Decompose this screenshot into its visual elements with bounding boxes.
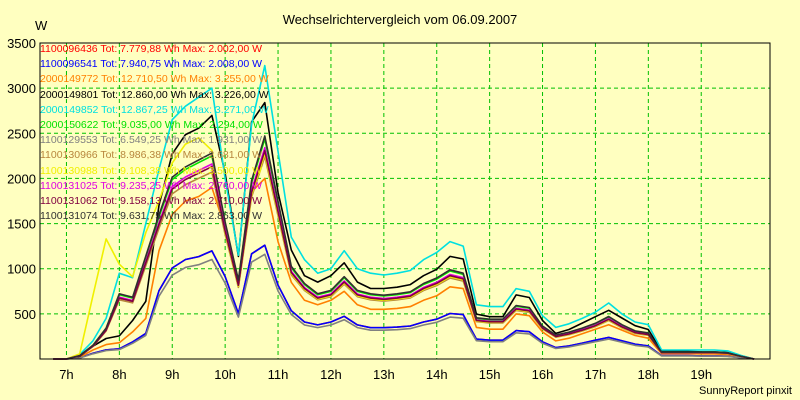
x-tick-label: 12h	[320, 367, 342, 382]
series-line-1100096436	[53, 244, 755, 360]
legend-item-1100130966: 1100130966 Tot: 8.986,38 Wh Max: 2.681,0…	[40, 149, 263, 162]
legend-item-1100131025: 1100131025 Tot: 9.235,25 Wh Max: 2.760,0…	[40, 179, 263, 192]
legend: 1100096436 Tot: 7.779,88 Wh Max: 2.002,0…	[40, 42, 269, 224]
series-line-1100129553	[53, 253, 755, 360]
legend-item-1100129553: 1100129553 Tot: 6.549,25 Wh Max: 1.931,0…	[40, 134, 263, 147]
y-tick-label: 3000	[7, 81, 36, 96]
series-line-2000149852	[53, 64, 755, 360]
legend-item-1100130988: 1100130988 Tot: 9.108,38 Wh Max: 3.500,0…	[40, 164, 263, 177]
legend-item-1100131074: 1100131074 Tot: 9.631,75 Wh Max: 2.863,0…	[40, 210, 263, 223]
x-tick-label: 17h	[585, 367, 607, 382]
series-line-1100096541	[53, 244, 755, 360]
legend-item-1100096436: 1100096436 Tot: 7.779,88 Wh Max: 2.002,0…	[40, 43, 263, 55]
footer-credit: SunnyReport pinxit	[699, 385, 792, 397]
legend-item-2000149772: 2000149772 Tot: 12.710,50 Wh Max: 3.255,…	[40, 73, 269, 86]
y-axis-unit-label: W	[35, 18, 48, 33]
x-tick-label: 16h	[532, 367, 554, 382]
x-tick-label: 8h	[112, 367, 126, 382]
legend-item-2000149801: 2000149801 Tot: 12.860,00 Wh Max: 3.226,…	[40, 88, 269, 101]
x-tick-label: 18h	[637, 367, 659, 382]
y-tick-label: 1000	[7, 262, 36, 277]
y-tick-label: 3500	[7, 36, 36, 51]
legend-item-2000149852: 2000149852 Tot: 12.867,25 Wh Max: 3.271,…	[40, 103, 269, 116]
x-tick-label: 13h	[373, 367, 395, 382]
data-series	[53, 64, 755, 360]
chart-title: Wechselrichtervergleich vom 06.09.2007	[283, 12, 518, 27]
x-tick-label: 7h	[59, 367, 73, 382]
series-line-2000149772	[53, 177, 755, 360]
legend-item-1100096541: 1100096541 Tot: 7.940,75 Wh Max: 2.008,0…	[40, 58, 263, 71]
x-tick-label: 11h	[268, 367, 289, 382]
x-tick-label: 15h	[479, 367, 501, 382]
series-line-1100131062	[53, 149, 755, 360]
y-tick-label: 1500	[7, 217, 36, 232]
y-tick-label: 2000	[7, 171, 36, 186]
y-tick-label: 2500	[7, 126, 36, 141]
legend-item-2000150622: 2000150622 Tot: 9.035,00 Wh Max: 2.294,0…	[40, 119, 263, 132]
axis-tick-labels: 500 1000 1500 2000 2500 3000 3500 7h 8h 9h 10h 11h 1…	[7, 36, 712, 382]
x-tick-label: 10h	[214, 367, 236, 382]
plot-area-frame	[39, 42, 771, 360]
x-tick-label: 9h	[165, 367, 179, 382]
y-tick-label: 500	[14, 307, 36, 322]
series-line-2000149801	[53, 101, 755, 360]
series-line-1100131074	[53, 135, 755, 360]
x-tick-label: 14h	[426, 367, 448, 382]
legend-item-1100131062: 1100131062 Tot: 9.158,13 Wh Max: 2.710,0…	[40, 195, 263, 208]
x-tick-label: 19h	[690, 367, 712, 382]
